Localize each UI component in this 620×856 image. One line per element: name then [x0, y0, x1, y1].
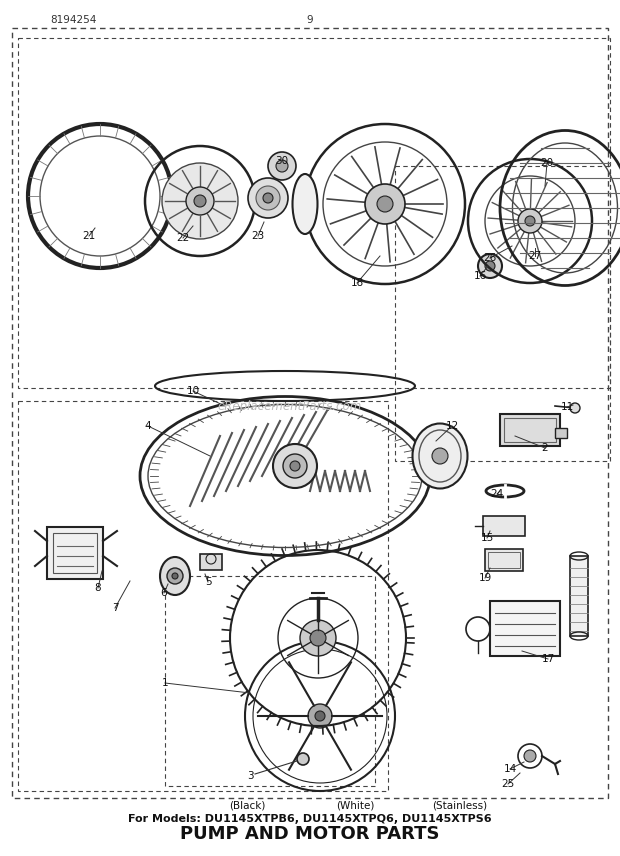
Text: 3: 3 — [247, 771, 254, 781]
Text: 22: 22 — [176, 233, 190, 243]
Circle shape — [300, 620, 336, 656]
Text: 24: 24 — [490, 489, 503, 499]
Text: 8194254: 8194254 — [50, 15, 96, 25]
Text: 27: 27 — [528, 251, 542, 261]
Text: 15: 15 — [480, 533, 494, 543]
Bar — [488, 552, 520, 568]
Text: 7: 7 — [112, 603, 118, 613]
Circle shape — [377, 196, 393, 212]
Text: (White): (White) — [336, 800, 374, 810]
Circle shape — [518, 209, 542, 233]
Circle shape — [524, 750, 536, 762]
Bar — [504, 418, 556, 442]
Circle shape — [432, 448, 448, 464]
Circle shape — [283, 454, 307, 478]
Bar — [18, 401, 388, 791]
Bar — [483, 516, 525, 536]
Bar — [485, 549, 523, 571]
Circle shape — [365, 184, 405, 224]
Text: 11: 11 — [560, 402, 574, 412]
Text: 6: 6 — [161, 588, 167, 598]
Bar — [53, 533, 97, 573]
Circle shape — [273, 444, 317, 488]
Bar — [18, 38, 610, 388]
Bar — [200, 554, 222, 570]
Ellipse shape — [412, 424, 467, 489]
Circle shape — [167, 568, 183, 584]
Text: 2: 2 — [542, 443, 548, 453]
Circle shape — [172, 573, 178, 579]
Bar — [490, 601, 560, 656]
Text: 12: 12 — [445, 421, 459, 431]
Text: 14: 14 — [503, 764, 516, 774]
Circle shape — [194, 195, 206, 207]
Text: (Stainless): (Stainless) — [432, 800, 487, 810]
Text: 17: 17 — [541, 654, 555, 664]
Text: 25: 25 — [502, 779, 515, 789]
Circle shape — [276, 160, 288, 172]
Circle shape — [186, 187, 214, 215]
Text: 23: 23 — [251, 231, 265, 241]
Text: 10: 10 — [187, 386, 200, 396]
Text: 18: 18 — [350, 278, 363, 288]
Circle shape — [315, 711, 325, 721]
Bar — [395, 166, 610, 461]
Text: 8: 8 — [95, 583, 101, 593]
Text: For Models: DU1145XTPB6, DU1145XTPQ6, DU1145XTPS6: For Models: DU1145XTPB6, DU1145XTPQ6, DU… — [128, 814, 492, 824]
Circle shape — [478, 254, 502, 278]
Bar — [165, 576, 375, 786]
Text: PUMP AND MOTOR PARTS: PUMP AND MOTOR PARTS — [180, 825, 440, 843]
Text: (Black): (Black) — [229, 800, 265, 810]
Text: 19: 19 — [479, 573, 492, 583]
Text: 1: 1 — [162, 678, 168, 688]
Circle shape — [485, 261, 495, 271]
Text: 5: 5 — [205, 577, 211, 587]
Circle shape — [308, 704, 332, 728]
Circle shape — [162, 163, 238, 239]
Circle shape — [297, 753, 309, 765]
Bar — [555, 428, 567, 438]
Circle shape — [525, 216, 535, 226]
Text: eReplacementParts.com: eReplacementParts.com — [218, 400, 362, 413]
Text: 9: 9 — [307, 15, 313, 25]
Text: 26: 26 — [484, 253, 497, 263]
Ellipse shape — [160, 557, 190, 595]
Circle shape — [256, 186, 280, 210]
Circle shape — [310, 630, 326, 646]
Bar — [500, 414, 560, 446]
Text: 16: 16 — [474, 271, 487, 281]
Bar — [12, 28, 608, 798]
Text: 4: 4 — [144, 421, 151, 431]
Bar — [570, 556, 588, 636]
Circle shape — [263, 193, 273, 203]
Text: 30: 30 — [275, 156, 288, 166]
Ellipse shape — [293, 174, 317, 234]
Circle shape — [248, 178, 288, 218]
Text: 21: 21 — [82, 231, 95, 241]
Circle shape — [268, 152, 296, 180]
Bar — [47, 527, 103, 579]
Circle shape — [290, 461, 300, 471]
Text: 20: 20 — [541, 158, 554, 168]
Circle shape — [570, 403, 580, 413]
